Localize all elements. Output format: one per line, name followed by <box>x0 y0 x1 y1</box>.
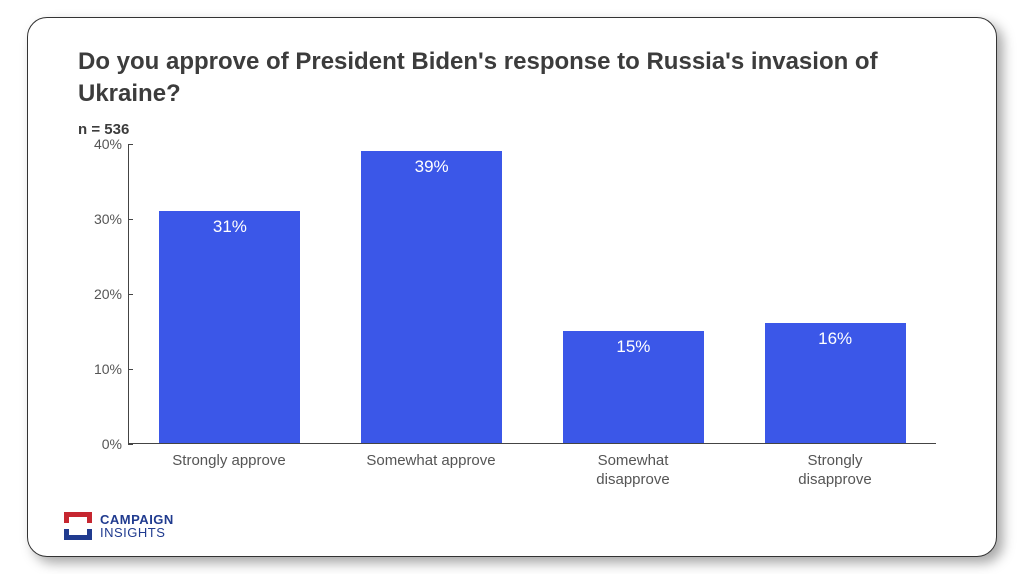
logo-mark-icon <box>64 512 92 540</box>
x-tick-label: Stronglydisapprove <box>734 444 936 490</box>
bar-slot: 16% <box>734 144 936 443</box>
x-tick-label: Somewhat approve <box>330 444 532 490</box>
x-tick-label: Somewhatdisapprove <box>532 444 734 490</box>
y-tick-label: 30% <box>94 211 122 227</box>
chart-title: Do you approve of President Biden's resp… <box>78 46 946 111</box>
plot-region: 31% 39% 15% 16% <box>128 144 936 444</box>
bar: 16% <box>765 323 906 443</box>
y-tick-label: 10% <box>94 361 122 377</box>
bar: 31% <box>159 211 300 443</box>
bars-container: 31% 39% 15% 16% <box>129 144 936 443</box>
bar-slot: 15% <box>533 144 735 443</box>
bar-value-label: 16% <box>765 329 906 349</box>
chart-card: Do you approve of President Biden's resp… <box>27 17 997 557</box>
bar-value-label: 31% <box>159 217 300 237</box>
bar-slot: 31% <box>129 144 331 443</box>
logo-line-2: INSIGHTS <box>100 526 174 539</box>
x-axis-labels: Strongly approveSomewhat approveSomewhat… <box>128 444 936 490</box>
bar-value-label: 39% <box>361 157 502 177</box>
y-tick-label: 20% <box>94 286 122 302</box>
chart-subtitle: n = 536 <box>78 121 946 138</box>
brand-logo: CAMPAIGN INSIGHTS <box>64 512 174 540</box>
y-axis: 0%10%20%30%40% <box>78 144 128 444</box>
bar-value-label: 15% <box>563 337 704 357</box>
chart-area: 0%10%20%30%40% 31%39%15%16% <box>78 144 946 444</box>
bar: 39% <box>361 151 502 443</box>
bar-slot: 39% <box>331 144 533 443</box>
logo-text: CAMPAIGN INSIGHTS <box>100 513 174 539</box>
y-tick-label: 0% <box>102 436 122 452</box>
x-tick-label: Strongly approve <box>128 444 330 490</box>
bar: 15% <box>563 331 704 443</box>
y-tick-label: 40% <box>94 136 122 152</box>
